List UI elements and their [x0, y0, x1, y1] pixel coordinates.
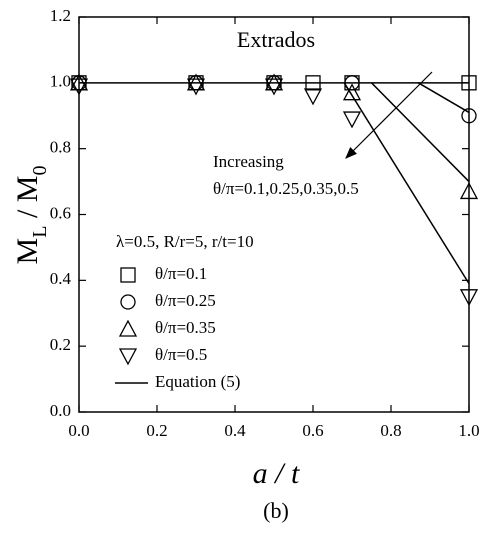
- x-tick-label: 0.4: [224, 421, 246, 440]
- arrow: [345, 71, 433, 159]
- equation-line: [370, 82, 470, 183]
- marker-circle: [120, 294, 136, 310]
- x-tick-label: 0.0: [68, 421, 89, 440]
- marker-square: [120, 267, 136, 283]
- legend-label: θ/π=0.5: [155, 345, 207, 364]
- annotation: Increasing: [213, 152, 284, 171]
- x-tick-label: 1.0: [458, 421, 479, 440]
- marker-triangle-up: [459, 182, 479, 200]
- y-axis-label-part: 0: [29, 166, 51, 176]
- legend-label: θ/π=0.35: [155, 318, 216, 337]
- y-axis-label-part: / M: [11, 176, 44, 226]
- equation-line: [343, 82, 470, 285]
- y-tick-label: 0.2: [50, 335, 71, 354]
- y-tick-label: 1.2: [50, 6, 71, 25]
- y-axis-label: ML / M0: [11, 166, 51, 265]
- marker-triangle-down: [303, 88, 323, 106]
- y-axis-label-part: M: [11, 238, 44, 265]
- y-tick-label: 0.6: [50, 203, 71, 222]
- marker-triangle-down: [459, 289, 479, 307]
- marker-triangle-down: [118, 348, 138, 366]
- marker-triangle-down: [264, 78, 284, 96]
- marker-circle: [344, 75, 360, 91]
- caption: (b): [263, 498, 289, 523]
- x-axis-label: a / t: [253, 457, 300, 490]
- marker-triangle-up: [264, 73, 284, 91]
- legend-label: θ/π=0.25: [155, 291, 216, 310]
- marker-square: [461, 75, 477, 91]
- y-tick-label: 0.4: [50, 269, 72, 288]
- marker-triangle-down: [342, 111, 362, 129]
- marker-square: [305, 75, 321, 91]
- annotation: θ/π=0.1,0.25,0.35,0.5: [213, 179, 359, 198]
- x-tick-label: 0.2: [146, 421, 167, 440]
- marker-triangle-up: [186, 73, 206, 91]
- y-tick-label: 0.8: [50, 138, 71, 157]
- marker-triangle-down: [69, 78, 89, 96]
- x-tick-label: 0.8: [380, 421, 401, 440]
- y-tick-label: 0.0: [50, 401, 71, 420]
- legend-title: λ=0.5, R/r=5, r/t=10: [116, 232, 254, 251]
- y-axis-label-part: L: [29, 226, 51, 238]
- y-tick-label: 1.0: [50, 72, 71, 91]
- marker-circle: [461, 108, 477, 124]
- legend-label: Equation (5): [155, 372, 240, 391]
- legend-label: θ/π=0.1: [155, 264, 207, 283]
- marker-triangle-up: [69, 73, 89, 91]
- equation-line: [417, 82, 470, 114]
- marker-triangle-up: [342, 83, 362, 101]
- marker-triangle-down: [186, 78, 206, 96]
- marker-triangle-up: [118, 319, 138, 337]
- annotation: Extrados: [237, 27, 315, 52]
- x-tick-label: 0.6: [302, 421, 323, 440]
